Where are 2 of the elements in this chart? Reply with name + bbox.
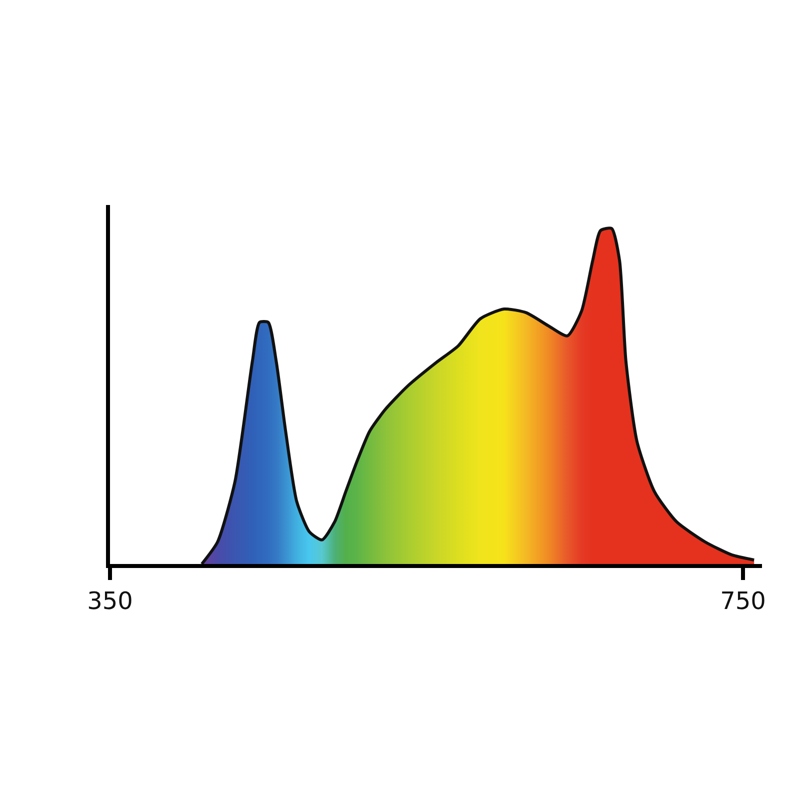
x-tick-label: 350 — [87, 586, 133, 615]
x-tick-label: 750 — [720, 586, 766, 615]
